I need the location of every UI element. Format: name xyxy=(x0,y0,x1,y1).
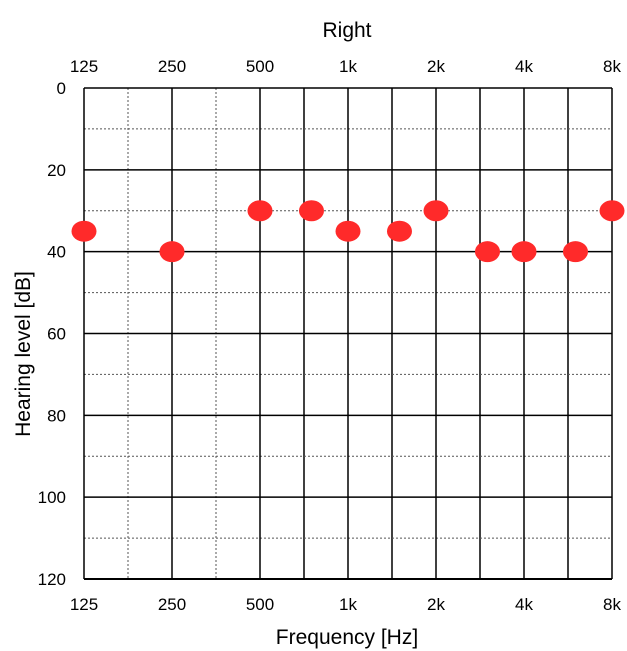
tick-labels: 125 125 250 250 500 500 1k 1k 2k 2k 4k 4k 8k 8k 0 20 40 6… xyxy=(38,57,622,614)
data-points xyxy=(71,200,625,263)
x-tick-label-bottom: 500 xyxy=(246,595,274,614)
data-point xyxy=(599,200,625,222)
y-tick-label: 100 xyxy=(38,488,66,507)
data-point xyxy=(159,241,185,263)
x-tick-label-top: 2k xyxy=(427,57,445,76)
data-point xyxy=(335,220,361,242)
x-tick-label-top: 1k xyxy=(339,57,357,76)
data-point xyxy=(474,241,500,263)
y-axis-title: Hearing level [dB] xyxy=(12,271,35,437)
chart-title: Right xyxy=(322,19,371,42)
y-tick-label: 120 xyxy=(38,570,66,589)
x-tick-label-bottom: 2k xyxy=(427,595,445,614)
x-tick-label-top: 125 xyxy=(70,57,98,76)
data-point xyxy=(298,200,324,222)
x-tick-label-bottom: 4k xyxy=(515,595,533,614)
data-point xyxy=(511,241,537,263)
x-tick-label-top: 250 xyxy=(158,57,186,76)
data-point xyxy=(71,220,97,242)
x-axis-title: Frequency [Hz] xyxy=(276,626,418,649)
x-tick-label-top: 8k xyxy=(603,57,621,76)
y-tick-label: 80 xyxy=(47,406,66,425)
y-tick-label: 0 xyxy=(57,79,66,98)
x-tick-label-top: 500 xyxy=(246,57,274,76)
x-tick-label-bottom: 1k xyxy=(339,595,357,614)
data-point xyxy=(562,241,588,263)
y-tick-label: 60 xyxy=(47,325,66,344)
x-tick-label-bottom: 8k xyxy=(603,595,621,614)
plot-frame xyxy=(83,88,613,580)
data-point xyxy=(386,220,412,242)
y-tick-label: 20 xyxy=(47,161,66,180)
data-point xyxy=(247,200,273,222)
x-tick-label-bottom: 125 xyxy=(70,595,98,614)
data-point xyxy=(423,200,449,222)
x-tick-label-top: 4k xyxy=(515,57,533,76)
x-tick-label-bottom: 250 xyxy=(158,595,186,614)
y-tick-label: 40 xyxy=(47,243,66,262)
